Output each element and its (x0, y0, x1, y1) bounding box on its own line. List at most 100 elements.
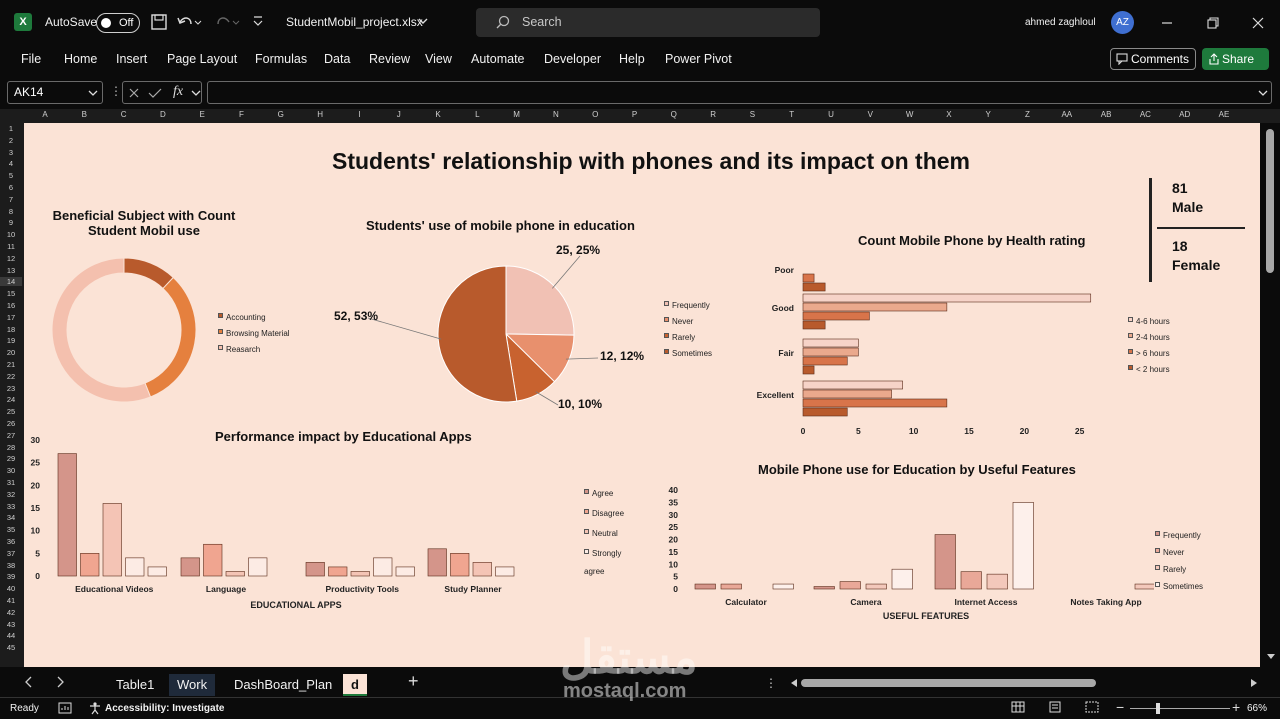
column-header[interactable]: AA (1061, 110, 1073, 119)
column-header[interactable]: AE (1218, 110, 1230, 119)
previous-sheet-icon[interactable] (24, 676, 34, 688)
row-header[interactable]: 24 (6, 395, 16, 405)
row-header[interactable]: 35 (6, 525, 16, 535)
column-header[interactable]: V (867, 110, 873, 119)
vertical-scroll-thumb[interactable] (1266, 129, 1274, 273)
avatar[interactable]: AZ (1111, 11, 1134, 34)
column-header[interactable]: R (710, 110, 716, 119)
workbook-statistics-icon[interactable] (58, 702, 72, 714)
row-header[interactable]: 16 (6, 301, 16, 310)
pie-chart[interactable]: 25, 25% 12, 12% 10, 10% 52, 53% (314, 238, 644, 413)
row-header[interactable]: 30 (6, 466, 16, 476)
add-sheet-icon[interactable]: + (408, 671, 419, 691)
column-header[interactable]: N (553, 110, 559, 119)
menu-help[interactable]: Help (619, 52, 645, 66)
column-header[interactable]: J (396, 110, 401, 119)
zoom-slider[interactable] (1130, 708, 1230, 709)
minimize-icon[interactable] (1160, 16, 1174, 30)
row-header[interactable]: 15 (6, 289, 16, 299)
column-header[interactable]: M (513, 110, 520, 119)
row-header[interactable]: 1 (8, 124, 14, 133)
row-header[interactable]: 38 (6, 560, 16, 570)
scroll-left-icon[interactable] (790, 678, 798, 688)
horizontal-scrollbar[interactable] (790, 676, 1260, 690)
column-header[interactable]: D (160, 110, 166, 119)
column-header[interactable]: G (277, 110, 284, 119)
column-header[interactable]: X (946, 110, 952, 119)
customize-toolbar-icon[interactable] (252, 15, 264, 29)
row-header[interactable]: 44 (6, 631, 16, 641)
search-box[interactable]: Search (476, 8, 820, 37)
row-header[interactable]: 17 (6, 312, 16, 322)
row-header[interactable]: 5 (8, 171, 14, 181)
row-header[interactable]: 8 (8, 206, 14, 216)
column-header[interactable]: C (120, 110, 127, 119)
row-header[interactable]: 22 (6, 371, 16, 381)
row-header[interactable]: 2 (8, 135, 14, 145)
column-header[interactable]: Q (670, 110, 677, 119)
doughnut-chart[interactable] (44, 253, 214, 403)
enter-icon[interactable] (148, 87, 162, 99)
menu-data[interactable]: Data (324, 52, 351, 66)
row-header[interactable]: 45 (6, 643, 16, 653)
menu-developer[interactable]: Developer (544, 52, 601, 66)
zoom-out-icon[interactable]: − (1116, 699, 1125, 715)
row-header[interactable]: 19 (6, 336, 16, 346)
column-header[interactable]: I (358, 110, 361, 119)
row-header[interactable]: 6 (8, 183, 14, 192)
column-header[interactable]: T (789, 110, 795, 119)
row-header[interactable]: 21 (6, 360, 16, 369)
column-header[interactable]: AD (1179, 110, 1191, 119)
tab-dashboard-plan[interactable]: DashBoard_Plan (234, 677, 333, 692)
column-header[interactable]: Y (985, 110, 991, 119)
menu-formulas[interactable]: Formulas (255, 52, 308, 66)
restore-icon[interactable] (1206, 16, 1220, 30)
accessibility-status[interactable]: Accessibility: Investigate (105, 703, 225, 714)
redo-icon[interactable] (214, 13, 240, 31)
row-header[interactable]: 36 (6, 537, 16, 546)
column-header[interactable]: S (749, 110, 756, 119)
row-header[interactable]: 41 (6, 596, 16, 605)
user-name[interactable]: ahmed zaghloul (1025, 17, 1096, 28)
undo-icon[interactable] (176, 13, 202, 31)
column-header[interactable]: K (435, 110, 441, 119)
zoom-level[interactable]: 66% (1247, 703, 1268, 714)
row-header[interactable]: 29 (6, 454, 16, 464)
tab-table1[interactable]: Table1 (116, 677, 155, 692)
zoom-in-icon[interactable]: + (1232, 699, 1241, 715)
row-header[interactable]: 33 (6, 501, 16, 511)
file-name[interactable]: StudentMobil_project.xlsx (286, 15, 423, 29)
menu-insert[interactable]: Insert (116, 52, 148, 66)
health-bar-chart[interactable]: PoorGoodFairExcellent051015202530 (724, 253, 1124, 443)
formula-input[interactable] (207, 81, 1272, 104)
cancel-icon[interactable] (128, 87, 140, 99)
normal-view-icon[interactable] (1011, 701, 1025, 713)
chevron-down-icon[interactable] (191, 90, 201, 98)
row-header[interactable]: 37 (6, 548, 16, 558)
scroll-right-icon[interactable] (1250, 678, 1258, 688)
row-header[interactable]: 13 (6, 265, 16, 275)
autosave-toggle[interactable]: Off (96, 13, 140, 33)
horizontal-scroll-thumb[interactable] (801, 679, 1096, 687)
row-header[interactable]: 39 (6, 572, 16, 582)
row-header[interactable]: 4 (8, 159, 14, 169)
apps-bar-chart[interactable]: 0 5 10 15 20 25 30 Educational Videos Language Pr… (26, 431, 566, 615)
row-header[interactable]: 3 (8, 147, 14, 157)
menu-automate[interactable]: Automate (471, 52, 525, 66)
column-header[interactable]: U (828, 110, 834, 119)
save-icon[interactable] (150, 13, 168, 31)
row-header[interactable]: 18 (6, 324, 16, 334)
share-button[interactable]: Share (1202, 48, 1269, 70)
menu-view[interactable]: View (425, 52, 452, 66)
name-box[interactable]: AK14 (7, 81, 103, 104)
row-header[interactable]: 14 (0, 277, 22, 287)
insert-function-icon[interactable]: fx (173, 84, 184, 99)
row-headers[interactable]: 1 2 3 4 5 6 7 8 9 10 11 12 13 14 15 16 17 18 19 20 21 22 23 24 2… (0, 123, 24, 667)
menu-review[interactable]: Review (369, 52, 410, 66)
menu-page-layout[interactable]: Page Layout (167, 52, 238, 66)
more-icon[interactable]: ⋮ (110, 84, 122, 98)
zoom-slider-handle[interactable] (1156, 703, 1160, 714)
column-header[interactable]: P (631, 110, 638, 119)
column-header[interactable]: A (42, 110, 48, 119)
column-header[interactable]: B (81, 110, 87, 119)
